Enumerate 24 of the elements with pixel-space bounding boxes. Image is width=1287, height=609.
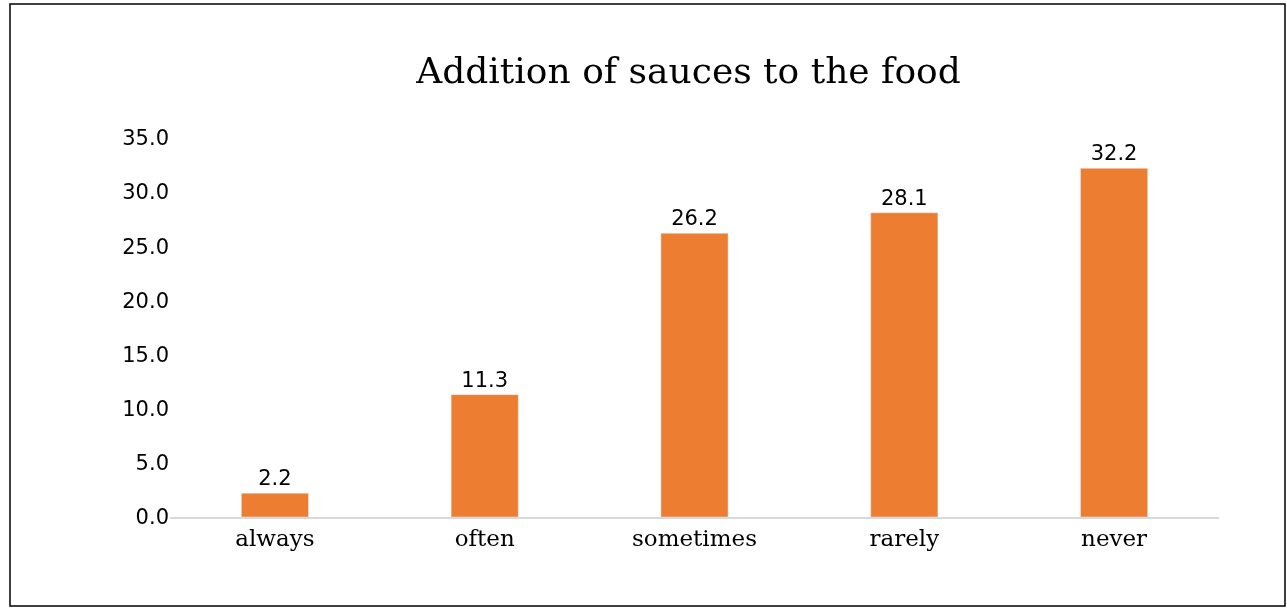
y-tick-label: 5.0 bbox=[135, 451, 169, 476]
chart-title: Addition of sauces to the food bbox=[415, 49, 961, 91]
y-tick-label: 15.0 bbox=[122, 342, 169, 367]
y-tick-label: 10.0 bbox=[122, 397, 169, 422]
x-tick-label: sometimes bbox=[632, 525, 757, 552]
bar bbox=[1080, 168, 1148, 517]
y-tick-label: 35.0 bbox=[122, 126, 169, 151]
bar bbox=[450, 394, 519, 517]
data-label: 28.1 bbox=[880, 185, 928, 210]
x-tick-label: rarely bbox=[869, 525, 940, 552]
bar bbox=[870, 212, 939, 517]
bar bbox=[241, 492, 309, 517]
x-tick-label: always bbox=[235, 525, 315, 552]
data-label: 2.2 bbox=[258, 466, 292, 491]
data-label: 11.3 bbox=[461, 367, 509, 392]
y-tick-label: 20.0 bbox=[122, 288, 169, 313]
y-tick-label: 30.0 bbox=[122, 180, 169, 205]
y-tick-label: 25.0 bbox=[122, 234, 169, 259]
y-tick-label: 0.0 bbox=[135, 505, 169, 530]
x-tick-label: often bbox=[454, 525, 515, 552]
bar bbox=[660, 233, 729, 517]
data-label: 26.2 bbox=[671, 206, 718, 231]
x-tick-label: never bbox=[1081, 525, 1148, 552]
data-label: 32.2 bbox=[1090, 141, 1138, 166]
